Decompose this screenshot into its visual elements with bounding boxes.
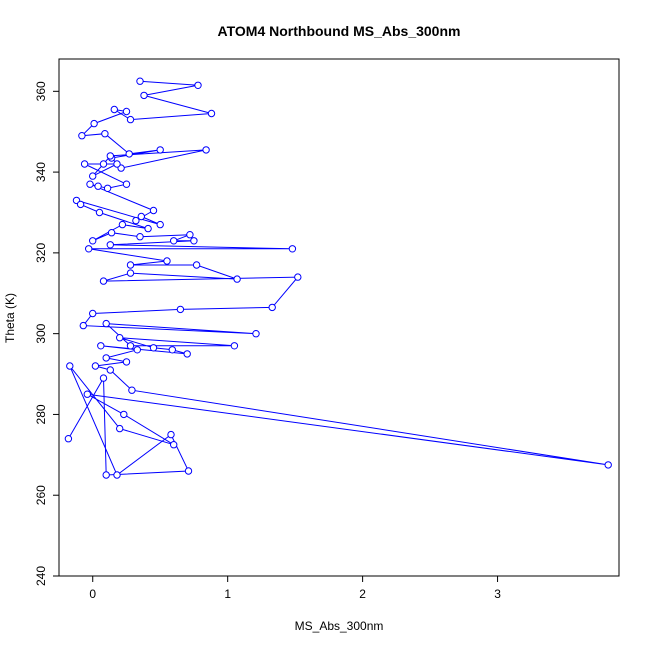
data-point [149, 344, 158, 352]
data-point [113, 471, 121, 479]
data-point [183, 350, 191, 358]
y-axis-label: Theta (K) [3, 293, 17, 343]
x-tick-label: 2 [359, 587, 366, 601]
data-point [103, 184, 112, 193]
data-point [64, 435, 73, 443]
x-tick-label: 0 [89, 587, 96, 601]
data-point [167, 430, 175, 439]
data-point [106, 366, 115, 374]
data-point [80, 160, 89, 168]
y-tick-label: 300 [34, 323, 48, 343]
data-point [170, 441, 178, 449]
x-tick-label: 3 [494, 587, 501, 601]
data-point [122, 107, 131, 116]
data-point [118, 220, 127, 229]
data-point [86, 180, 94, 188]
data-point [136, 233, 144, 241]
data-point [133, 346, 142, 354]
data-point [192, 261, 201, 269]
data-point [107, 229, 116, 237]
data-point [176, 305, 185, 314]
data-point [128, 386, 136, 394]
y-tick-label: 260 [34, 485, 48, 505]
data-point [268, 303, 276, 312]
data-point [144, 224, 152, 233]
data-point [110, 105, 119, 114]
data-point [233, 275, 241, 283]
data-point [66, 362, 74, 370]
data-point [102, 354, 110, 362]
data-point [94, 182, 102, 190]
data-point [91, 362, 100, 370]
data-point [102, 471, 110, 479]
data-point [194, 81, 202, 90]
data-point [252, 330, 260, 338]
data-point [122, 180, 131, 188]
data-point [140, 91, 148, 100]
data-point [137, 212, 146, 221]
y-tick-label: 240 [34, 566, 48, 586]
data-point [102, 319, 110, 328]
data-point [230, 342, 239, 350]
data-point [190, 237, 198, 245]
y-tick-label: 360 [34, 81, 48, 101]
data-point [116, 334, 124, 342]
data-point [99, 160, 108, 168]
data-point [156, 220, 164, 229]
data-point [83, 390, 92, 398]
x-axis-label: MS_Abs_300nm [295, 619, 384, 633]
data-point [79, 321, 88, 330]
data-point [90, 119, 98, 128]
data-point [288, 245, 297, 253]
data-point [106, 241, 115, 249]
data-point [126, 261, 135, 269]
data-point [85, 245, 93, 253]
series-line [67, 80, 609, 476]
series-layer [64, 77, 612, 479]
data-point [202, 146, 210, 154]
data-point [156, 146, 164, 154]
data-point [186, 231, 194, 239]
y-tick-label: 320 [34, 243, 48, 263]
data-point [132, 216, 140, 225]
data-point [126, 115, 135, 124]
data-point [136, 77, 144, 85]
data-point [294, 273, 302, 281]
plot-frame [58, 58, 620, 577]
data-point [149, 206, 158, 215]
data-point [122, 358, 131, 366]
x-axis: 0 1 2 3 [89, 575, 501, 601]
data-point [89, 309, 97, 318]
y-tick-label: 280 [34, 404, 48, 424]
data-point [99, 277, 108, 285]
data-point [113, 160, 121, 168]
x-tick-label: 1 [224, 587, 231, 601]
data-point [89, 172, 97, 180]
data-point [116, 424, 124, 433]
data-point [168, 346, 177, 354]
y-axis: 240 260 280 300 320 340 360 [34, 81, 60, 586]
data-point [126, 342, 135, 350]
data-point [78, 132, 86, 140]
data-point [170, 237, 178, 245]
data-point [89, 237, 97, 245]
data-point [101, 130, 109, 138]
data-point [207, 109, 216, 118]
data-point [120, 410, 128, 419]
data-point [106, 152, 115, 160]
data-point [95, 208, 104, 217]
data-point [99, 374, 108, 382]
data-point [125, 150, 133, 158]
data-point [76, 200, 85, 209]
data-point [126, 269, 135, 277]
data-point [604, 461, 612, 469]
data-point [184, 467, 193, 475]
data-point [163, 257, 171, 265]
data-point [97, 342, 105, 350]
chart-title: ATOM4 Northbound MS_Abs_300nm [218, 23, 461, 39]
y-tick-label: 340 [34, 162, 48, 182]
